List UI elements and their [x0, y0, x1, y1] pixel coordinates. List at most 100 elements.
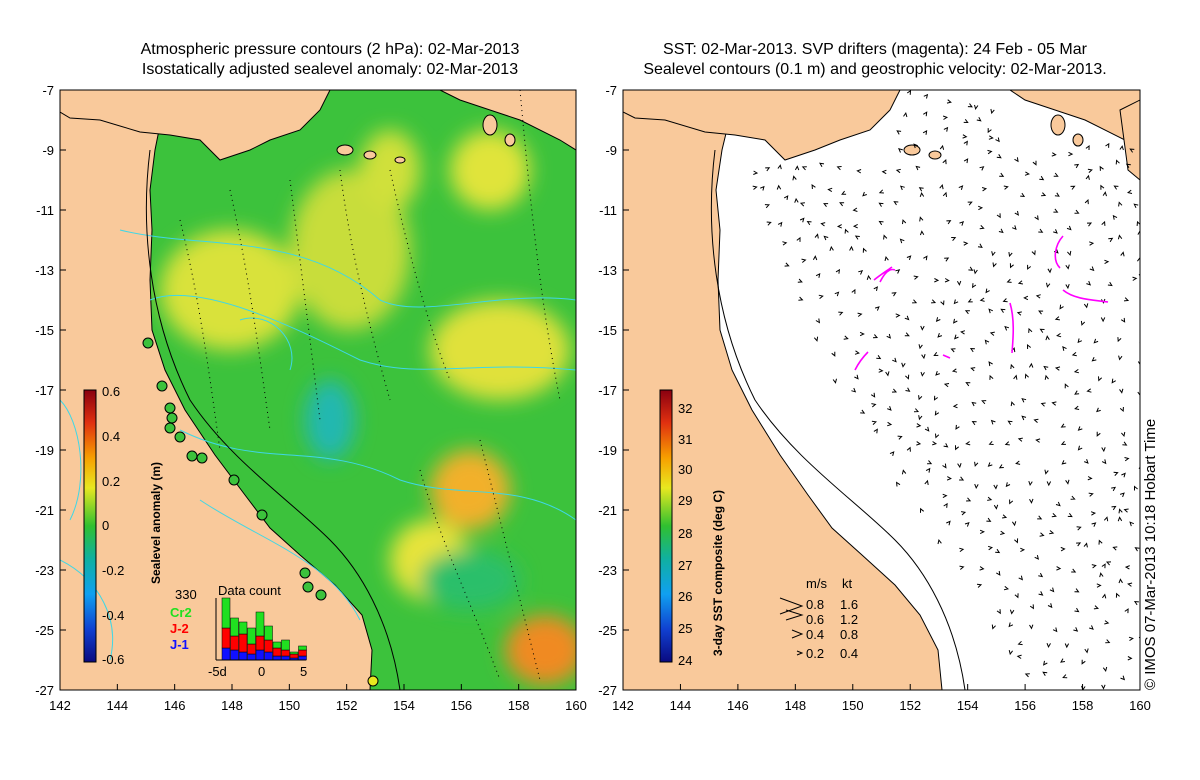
latitude-tick-label: -7: [42, 83, 54, 98]
longitude-tick-label: 150: [842, 698, 864, 713]
velocity-vector: [829, 245, 834, 251]
velocity-vector: [904, 332, 910, 337]
velocity-vector: [1054, 192, 1060, 197]
velocity-vector: [1055, 501, 1061, 507]
latitude-tick-label: -13: [35, 263, 54, 278]
velocity-vector: [852, 223, 858, 229]
latitude-tick-label: -25: [598, 623, 617, 638]
velocity-vector: [887, 421, 893, 427]
shelf-contour-left: [145, 149, 401, 690]
velocity-vector: [987, 462, 993, 467]
velocity-vector: [1077, 338, 1083, 344]
inset-legend-j1: J-1: [170, 637, 189, 652]
velocity-vector: [851, 387, 857, 393]
velocity-vector: [964, 522, 970, 527]
inset-bars: [221, 597, 307, 661]
velocity-vector: [1047, 268, 1052, 274]
legend-header-kt: kt: [842, 576, 853, 591]
velocity-vector: [857, 312, 863, 317]
velocity-vector: [1101, 459, 1107, 465]
velocity-vector: [895, 168, 901, 174]
velocity-vector: [993, 504, 999, 510]
velocity-vector: [1076, 526, 1082, 531]
left-title-line2: Isostatically adjusted sealevel anomaly:…: [141, 61, 519, 78]
velocity-vector: [1089, 266, 1095, 272]
velocity-vector: [870, 392, 876, 398]
velocity-vector: [1101, 447, 1106, 453]
velocity-vector: [984, 339, 990, 345]
sla-tick: -0.6: [102, 652, 124, 667]
velocity-vector: [895, 269, 901, 274]
velocity-vector: [1051, 401, 1057, 406]
velocity-vector: [1043, 365, 1049, 371]
velocity-vector: [1087, 168, 1093, 173]
velocity-legend: m/s kt 0.8 1.6 0.6 1.2 0.4 0.8 0.2 0.4: [779, 576, 858, 661]
longitude-tick-label: 160: [565, 698, 587, 713]
velocity-vector: [1066, 225, 1072, 231]
velocity-vector: [1111, 378, 1116, 384]
inset-bar: [238, 633, 248, 653]
velocity-vector: [976, 583, 983, 588]
velocity-vector: [1101, 684, 1106, 690]
velocity-vector: [996, 213, 1001, 219]
inset-bar: [238, 621, 248, 635]
velocity-vector: [998, 464, 1004, 469]
velocity-vector: [1137, 391, 1140, 397]
sla-tick: -0.4: [102, 608, 124, 623]
velocity-vector: [905, 374, 910, 380]
velocity-vector: [881, 169, 887, 175]
velocity-vector: [960, 330, 966, 335]
velocity-vector: [1101, 220, 1106, 226]
velocity-vector: [965, 382, 971, 387]
velocity-vector: [976, 116, 982, 122]
velocity-vector: [1118, 578, 1123, 584]
velocity-vector: [906, 90, 912, 95]
longitude-tick-label: 160: [1129, 698, 1151, 713]
velocity-vector: [784, 262, 790, 267]
velocity-vector: [1129, 521, 1134, 527]
velocity-vector: [1040, 402, 1046, 407]
velocity-vector: [1038, 310, 1044, 315]
velocity-vector: [852, 207, 858, 212]
velocity-vector: [1007, 420, 1013, 425]
velocity-vector: [854, 235, 860, 240]
velocity-vector: [923, 111, 928, 117]
velocity-vector: [876, 355, 882, 360]
velocity-vector: [777, 221, 783, 227]
velocity-vector: [968, 266, 974, 271]
velocity-vector: [1120, 317, 1126, 323]
velocity-vector: [933, 395, 938, 401]
velocity-vector: [1070, 495, 1076, 500]
velocity-vector: [1089, 625, 1094, 630]
velocity-vector: [1121, 472, 1126, 478]
velocity-vector: [961, 511, 967, 516]
velocity-vector: [942, 115, 949, 120]
velocity-vector: [1015, 460, 1021, 465]
velocity-vector: [1017, 280, 1023, 285]
velocity-vector: [920, 325, 925, 331]
velocity-vector: [931, 299, 937, 304]
sla-tick: 0.2: [102, 474, 120, 489]
velocity-vector: [895, 481, 901, 487]
velocity-vector: [1085, 174, 1090, 180]
velocity-vector: [752, 185, 758, 190]
velocity-vector: [849, 245, 854, 251]
inset-bar: [264, 651, 273, 661]
velocity-vector: [1049, 587, 1055, 593]
velocity-vector: [811, 183, 816, 190]
velocity-vector: [1117, 234, 1123, 240]
velocity-vector: [856, 169, 862, 174]
velocity-vector: [996, 609, 1001, 615]
latitude-tick-label: -21: [598, 503, 617, 518]
velocity-vector: [1029, 498, 1034, 504]
velocity-vector: [1108, 237, 1114, 243]
velocity-vector: [981, 400, 987, 405]
velocity-vector: [1000, 530, 1006, 535]
velocity-vector: [937, 538, 942, 545]
velocity-vector: [1121, 431, 1126, 437]
velocity-vector: [823, 235, 829, 241]
velocity-vector: [1101, 563, 1106, 569]
velocity-vector: [987, 496, 993, 501]
velocity-vector: [1077, 445, 1083, 451]
velocity-vector: [1002, 298, 1008, 303]
